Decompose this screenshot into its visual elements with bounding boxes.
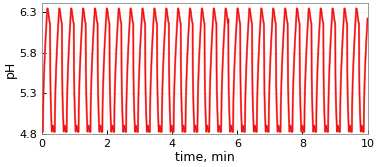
X-axis label: time, min: time, min <box>175 150 235 163</box>
Y-axis label: pH: pH <box>3 60 17 77</box>
